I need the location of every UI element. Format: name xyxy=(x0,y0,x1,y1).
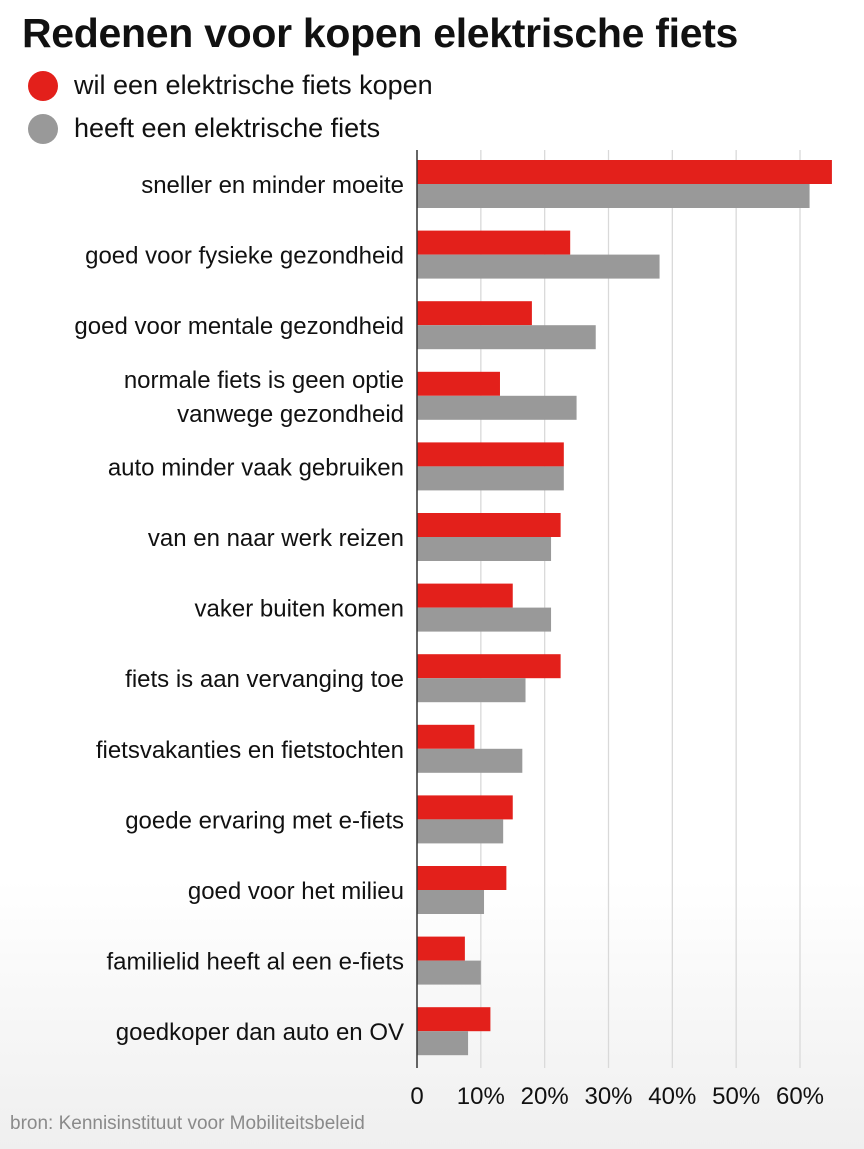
source-note: bron: Kennisinstituut voor Mobiliteitsbe… xyxy=(10,1113,365,1134)
category-label: goede ervaring met e-fiets xyxy=(125,807,404,834)
bar-wil-kopen xyxy=(417,724,475,749)
x-tick-label: 0 xyxy=(410,1083,423,1110)
category-label: goed voor fysieke gezondheid xyxy=(85,243,404,270)
bar-heeft xyxy=(417,748,523,773)
legend-label-heeft: heeft een elektrische fiets xyxy=(74,113,381,143)
category-label: goed voor het milieu xyxy=(188,878,404,905)
bar-heeft xyxy=(417,890,485,914)
category-label: normale fiets is geen optie xyxy=(124,367,404,394)
category-label: goedkoper dan auto en OV xyxy=(116,1019,404,1046)
legend-label-wil-kopen: wil een elektrische fiets kopen xyxy=(74,70,433,100)
legend-dot-gray xyxy=(28,113,58,144)
bar-wil-kopen xyxy=(417,371,500,396)
bar-heeft xyxy=(417,466,564,491)
category-label: familielid heeft al een e-fiets xyxy=(107,949,405,976)
legend-dot-red xyxy=(28,70,58,101)
bar-heeft xyxy=(417,819,504,844)
x-tick-label: 50% xyxy=(712,1083,760,1110)
category-label: vaker buiten komen xyxy=(195,596,404,623)
bar-wil-kopen xyxy=(417,583,513,608)
bar-wil-kopen xyxy=(417,160,832,184)
bar-heeft xyxy=(417,1031,469,1056)
bar-wil-kopen xyxy=(417,301,532,326)
category-label: fiets is aan vervanging toe xyxy=(125,666,404,693)
bar-wil-kopen xyxy=(417,230,571,255)
bar-wil-kopen xyxy=(417,795,513,820)
bar-chart: 0 10% 20% 30% 40% 50% 60% sneller en minder moe… xyxy=(74,150,832,1110)
x-tick-label: 20% xyxy=(521,1083,569,1110)
legend-item-wil-kopen: wil een elektrische fiets kopen xyxy=(28,70,433,101)
category-label: van en naar werk reizen xyxy=(148,525,404,552)
bar-heeft xyxy=(417,607,552,632)
bar-wil-kopen xyxy=(417,442,564,467)
x-tick-label: 30% xyxy=(584,1083,632,1110)
bar-heeft xyxy=(417,325,596,350)
bar-heeft xyxy=(417,395,577,420)
bar-wil-kopen xyxy=(417,936,465,961)
bar-heeft xyxy=(417,184,810,208)
x-tick-label: 10% xyxy=(457,1083,505,1110)
category-label: fietsvakanties en fietstochten xyxy=(96,737,404,764)
bar-heeft xyxy=(417,537,552,561)
category-label: auto minder vaak gebruiken xyxy=(108,454,404,481)
x-tick-label: 60% xyxy=(776,1083,824,1110)
category-label: goed voor mentale gezondheid xyxy=(74,313,404,340)
bar-wil-kopen xyxy=(417,1007,491,1032)
x-tick-label: 40% xyxy=(648,1083,696,1110)
category-label: vanwege gezondheid xyxy=(177,401,404,428)
bar-heeft xyxy=(417,254,660,279)
bar-heeft xyxy=(417,678,526,703)
bar-wil-kopen xyxy=(417,513,561,537)
category-label: sneller en minder moeite xyxy=(141,172,404,199)
chart-title: Redenen voor kopen elektrische fiets xyxy=(22,10,739,56)
bar-heeft xyxy=(417,960,481,985)
bar-wil-kopen xyxy=(417,654,561,679)
bar-wil-kopen xyxy=(417,866,507,890)
legend-item-heeft: heeft een elektrische fiets xyxy=(28,113,380,144)
